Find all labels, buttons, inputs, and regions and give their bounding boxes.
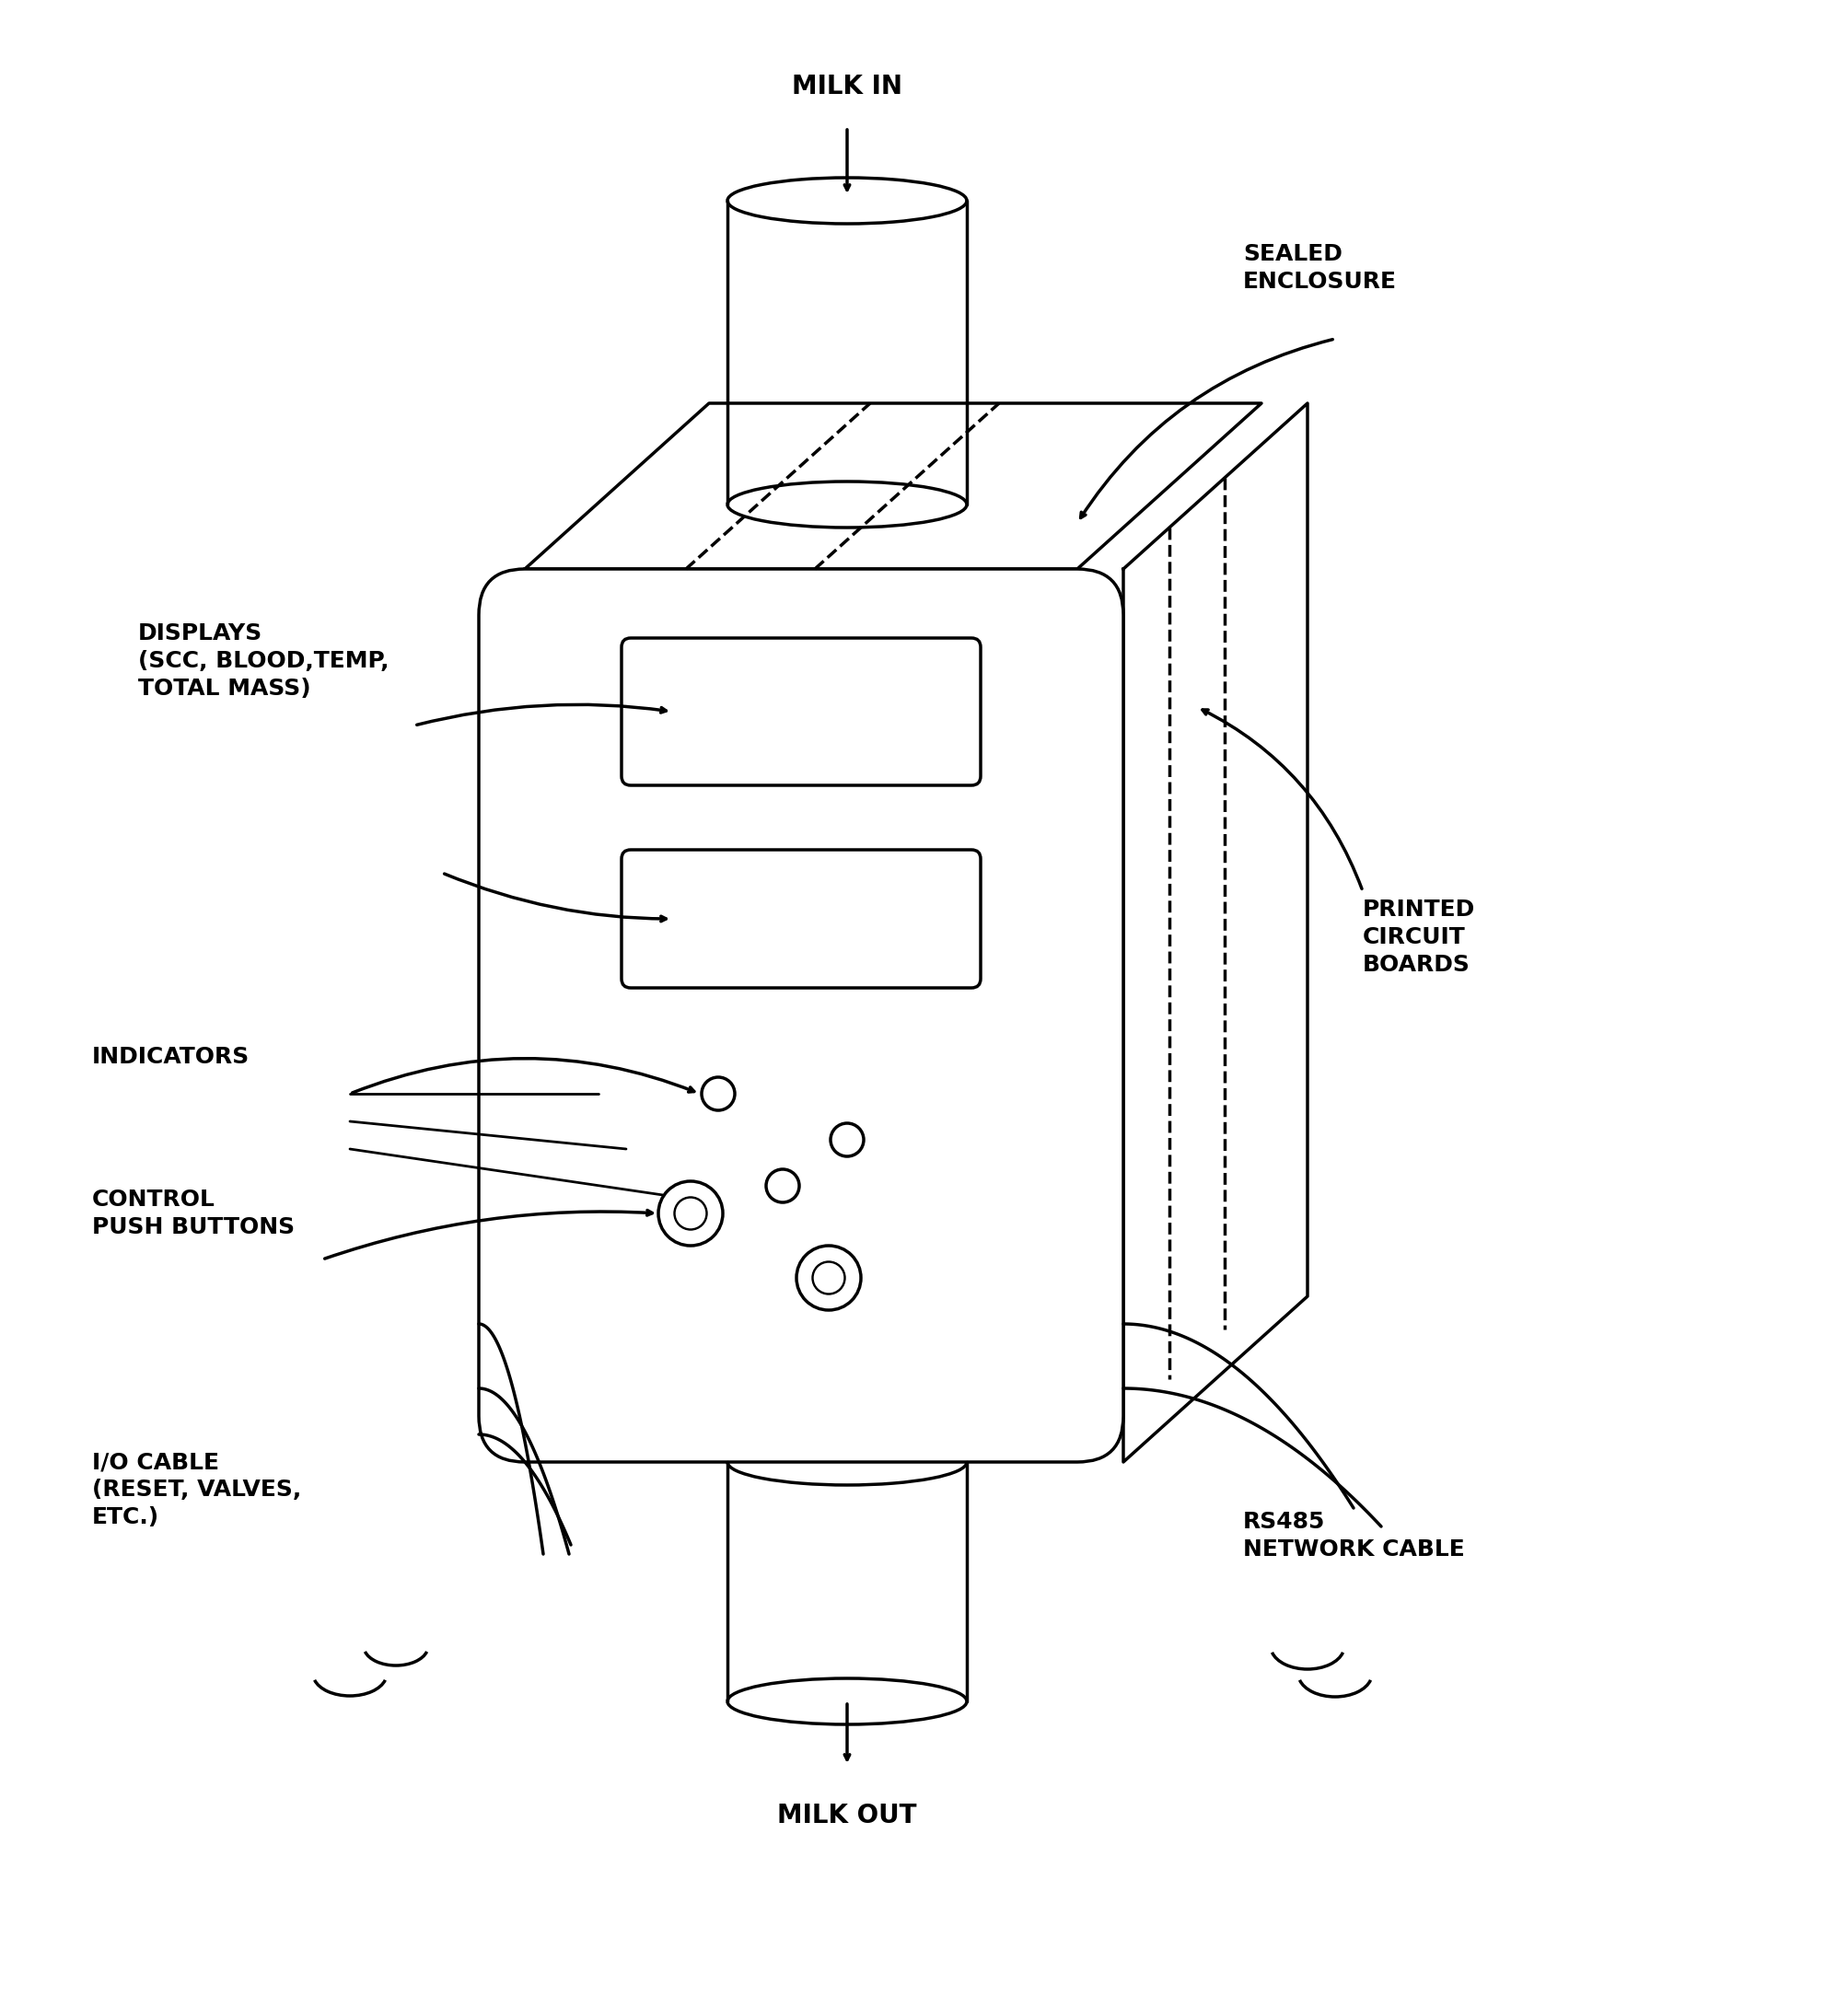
Text: MILK OUT: MILK OUT	[776, 1802, 917, 1828]
Text: SEALED
ENCLOSURE: SEALED ENCLOSURE	[1242, 244, 1395, 293]
Text: MILK IN: MILK IN	[791, 74, 902, 100]
Text: INDICATORS: INDICATORS	[92, 1046, 249, 1068]
Text: PRINTED
CIRCUIT
BOARDS: PRINTED CIRCUIT BOARDS	[1362, 898, 1475, 976]
Text: CONTROL
PUSH BUTTONS: CONTROL PUSH BUTTONS	[92, 1190, 294, 1238]
FancyBboxPatch shape	[479, 569, 1124, 1461]
Text: DISPLAYS
(SCC, BLOOD,TEMP,
TOTAL MASS): DISPLAYS (SCC, BLOOD,TEMP, TOTAL MASS)	[139, 623, 388, 699]
FancyBboxPatch shape	[621, 639, 979, 784]
FancyBboxPatch shape	[621, 850, 979, 988]
Text: RS485
NETWORK CABLE: RS485 NETWORK CABLE	[1242, 1511, 1464, 1561]
Text: I/O CABLE
(RESET, VALVES,
ETC.): I/O CABLE (RESET, VALVES, ETC.)	[92, 1451, 301, 1529]
